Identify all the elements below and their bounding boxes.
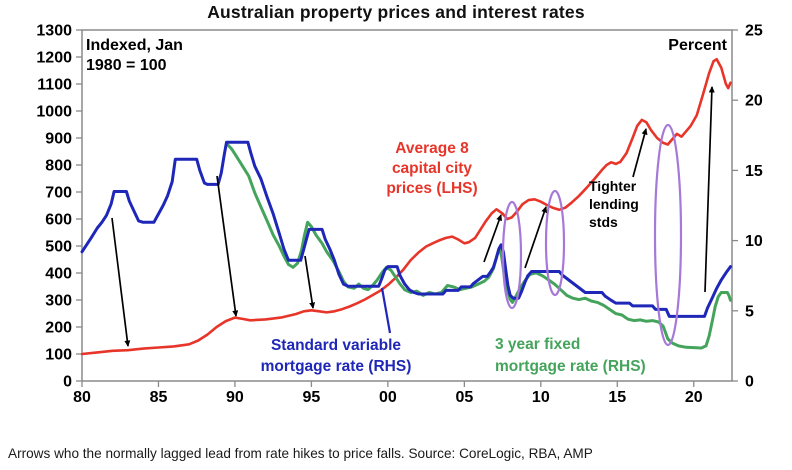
svg-text:25: 25 [745, 23, 763, 40]
series-lines [80, 57, 732, 356]
index-note: Indexed, Jan 1980 = 100 [86, 37, 183, 74]
trend-arrows [111, 86, 715, 347]
svg-text:20: 20 [685, 389, 703, 406]
svg-text:0: 0 [63, 374, 72, 391]
highlight-ellipses [501, 123, 683, 347]
chart-title: Australian property prices and interest … [207, 2, 585, 22]
svg-text:100: 100 [45, 347, 72, 364]
series-line [80, 57, 732, 356]
svg-text:0: 0 [745, 374, 754, 391]
series-line [80, 140, 732, 318]
svg-text:90: 90 [226, 389, 244, 406]
fixed-label: 3 year fixed mortgage rate (RHS) [495, 336, 646, 375]
tighter-lending-note: Tighter lending stds [589, 178, 639, 230]
svg-text:10: 10 [532, 389, 550, 406]
svg-text:95: 95 [303, 389, 321, 406]
svg-text:10: 10 [745, 233, 763, 250]
svg-text:85: 85 [150, 389, 168, 406]
prices-label: Average 8 capital city prices (LHS) [386, 140, 477, 197]
svg-text:500: 500 [45, 239, 72, 256]
percent-note: Percent [668, 37, 727, 54]
axes: 0100200300400500600700800900100011001200… [36, 23, 762, 407]
chart-caption: Arrows who the normally lagged lead from… [8, 446, 593, 461]
svg-text:15: 15 [745, 163, 763, 180]
svg-text:1200: 1200 [36, 50, 72, 67]
svg-text:600: 600 [45, 212, 72, 229]
svg-text:800: 800 [45, 158, 72, 175]
svg-text:1000: 1000 [36, 104, 72, 121]
svg-text:1300: 1300 [36, 23, 72, 40]
svg-text:300: 300 [45, 293, 72, 310]
variable-label: Standard variable mortgage rate (RHS) [261, 337, 412, 375]
svg-text:900: 900 [45, 131, 72, 148]
svg-text:1100: 1100 [37, 77, 72, 94]
svg-text:200: 200 [45, 320, 72, 337]
svg-text:400: 400 [45, 266, 72, 283]
svg-text:5: 5 [745, 303, 754, 320]
svg-text:20: 20 [745, 93, 763, 110]
annotation-texts: Indexed, Jan 1980 = 100 Percent Average 8 ca… [86, 37, 728, 375]
series-line [226, 143, 732, 350]
svg-text:15: 15 [608, 389, 626, 406]
svg-text:700: 700 [45, 185, 72, 202]
svg-text:00: 00 [379, 389, 397, 406]
chart-canvas: 0100200300400500600700800900100011001200… [36, 23, 762, 407]
svg-text:05: 05 [455, 389, 473, 406]
svg-text:80: 80 [73, 389, 91, 406]
